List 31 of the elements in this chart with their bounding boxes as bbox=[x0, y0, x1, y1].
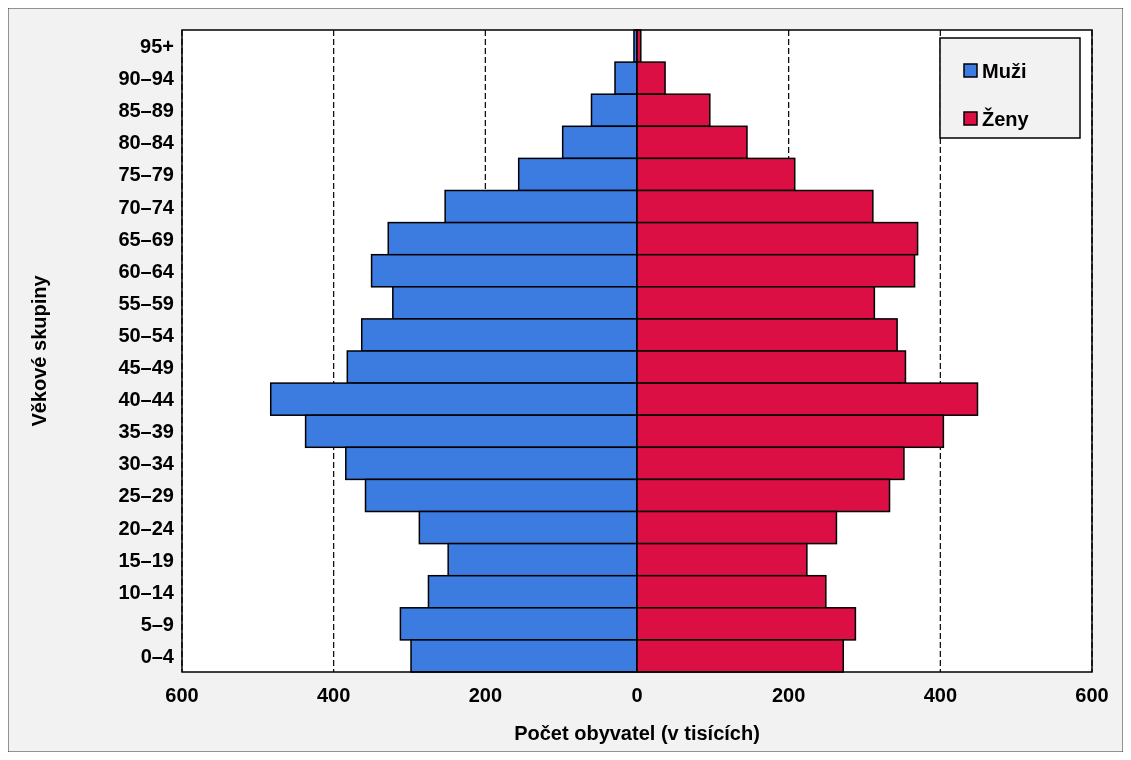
x-tick-label: 600 bbox=[165, 684, 199, 706]
x-tick-label: 0 bbox=[631, 684, 643, 706]
y-tick-label: 15–19 bbox=[118, 548, 174, 571]
y-tick-label: 90–94 bbox=[118, 67, 175, 90]
y-tick-label: 65–69 bbox=[118, 227, 174, 250]
y-tick-label: 85–89 bbox=[118, 99, 174, 122]
y-tick-label: 95+ bbox=[140, 35, 174, 58]
x-tick-label: 400 bbox=[316, 684, 351, 706]
y-tick-label: 75–79 bbox=[118, 163, 174, 186]
y-tick-label: 20–24 bbox=[118, 516, 175, 539]
y-tick-label: 0–4 bbox=[140, 644, 175, 667]
y-axis-title: Věkové skupiny bbox=[28, 274, 50, 427]
y-tick-label: 10–14 bbox=[118, 580, 175, 603]
legend-label: Muži bbox=[982, 60, 1027, 82]
y-tick-label: 70–74 bbox=[118, 195, 175, 218]
y-tick-label: 55–59 bbox=[118, 291, 174, 314]
y-tick-label: 45–49 bbox=[118, 356, 174, 379]
x-axis-title: Počet obyvatel (v tisících) bbox=[514, 722, 760, 744]
y-tick-label: 25–29 bbox=[118, 484, 174, 507]
x-tick-label: 400 bbox=[923, 684, 958, 706]
y-tick-label: 40–44 bbox=[118, 388, 175, 411]
y-tick-label: 35–39 bbox=[118, 420, 174, 443]
x-tick-label: 200 bbox=[468, 684, 503, 706]
x-tick-label: 600 bbox=[1075, 684, 1109, 706]
y-tick-label: 60–64 bbox=[118, 259, 175, 282]
y-tick-label: 80–84 bbox=[118, 131, 175, 154]
y-tick-label: 50–54 bbox=[118, 323, 175, 346]
legend-label: Ženy bbox=[982, 107, 1030, 130]
y-tick-label: 30–34 bbox=[118, 452, 175, 475]
x-tick-label: 200 bbox=[771, 684, 806, 706]
y-tick-label: 5–9 bbox=[140, 612, 174, 635]
